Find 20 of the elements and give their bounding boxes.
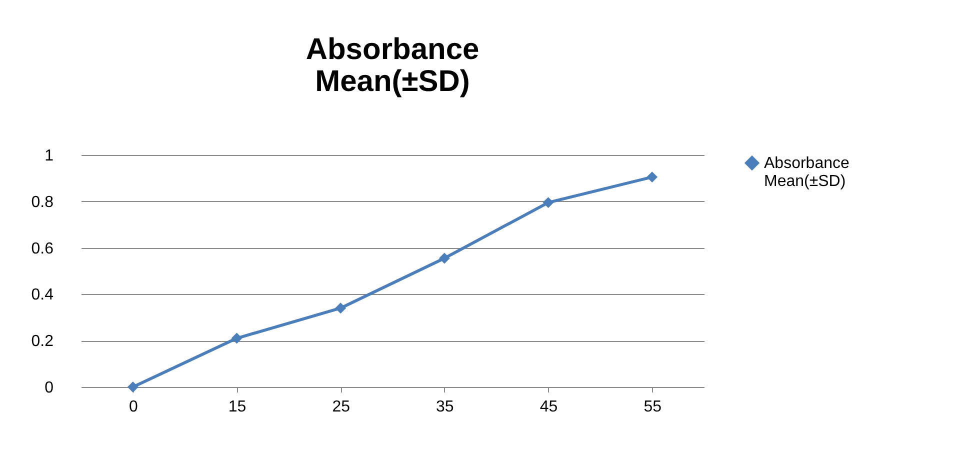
point (127, 382, 138, 392)
point (542, 197, 554, 208)
x-tick-label: 35 (436, 398, 454, 416)
x-tick-label: 25 (332, 398, 350, 416)
y-tick-label: 0.4 (31, 286, 54, 304)
y-tick-label: 0.2 (31, 333, 54, 350)
y-tick-label: 0 (44, 380, 54, 396)
point (438, 252, 450, 264)
x-tick-label: 45 (540, 398, 558, 416)
chart-title: Absorbance Mean(±SD) (306, 33, 480, 98)
point (335, 302, 346, 314)
legend-label: Absorbance Mean(±SD) (764, 155, 850, 190)
y-tick-label: 0.6 (31, 240, 54, 258)
point (646, 172, 658, 183)
point (231, 332, 242, 344)
y-tick-label: 1 (44, 148, 54, 164)
y-tick-label: 0.8 (31, 194, 54, 211)
x-tick-label: 0 (128, 398, 138, 416)
x-tick-label: 15 (228, 398, 246, 416)
x-tick-label: 55 (644, 398, 662, 416)
